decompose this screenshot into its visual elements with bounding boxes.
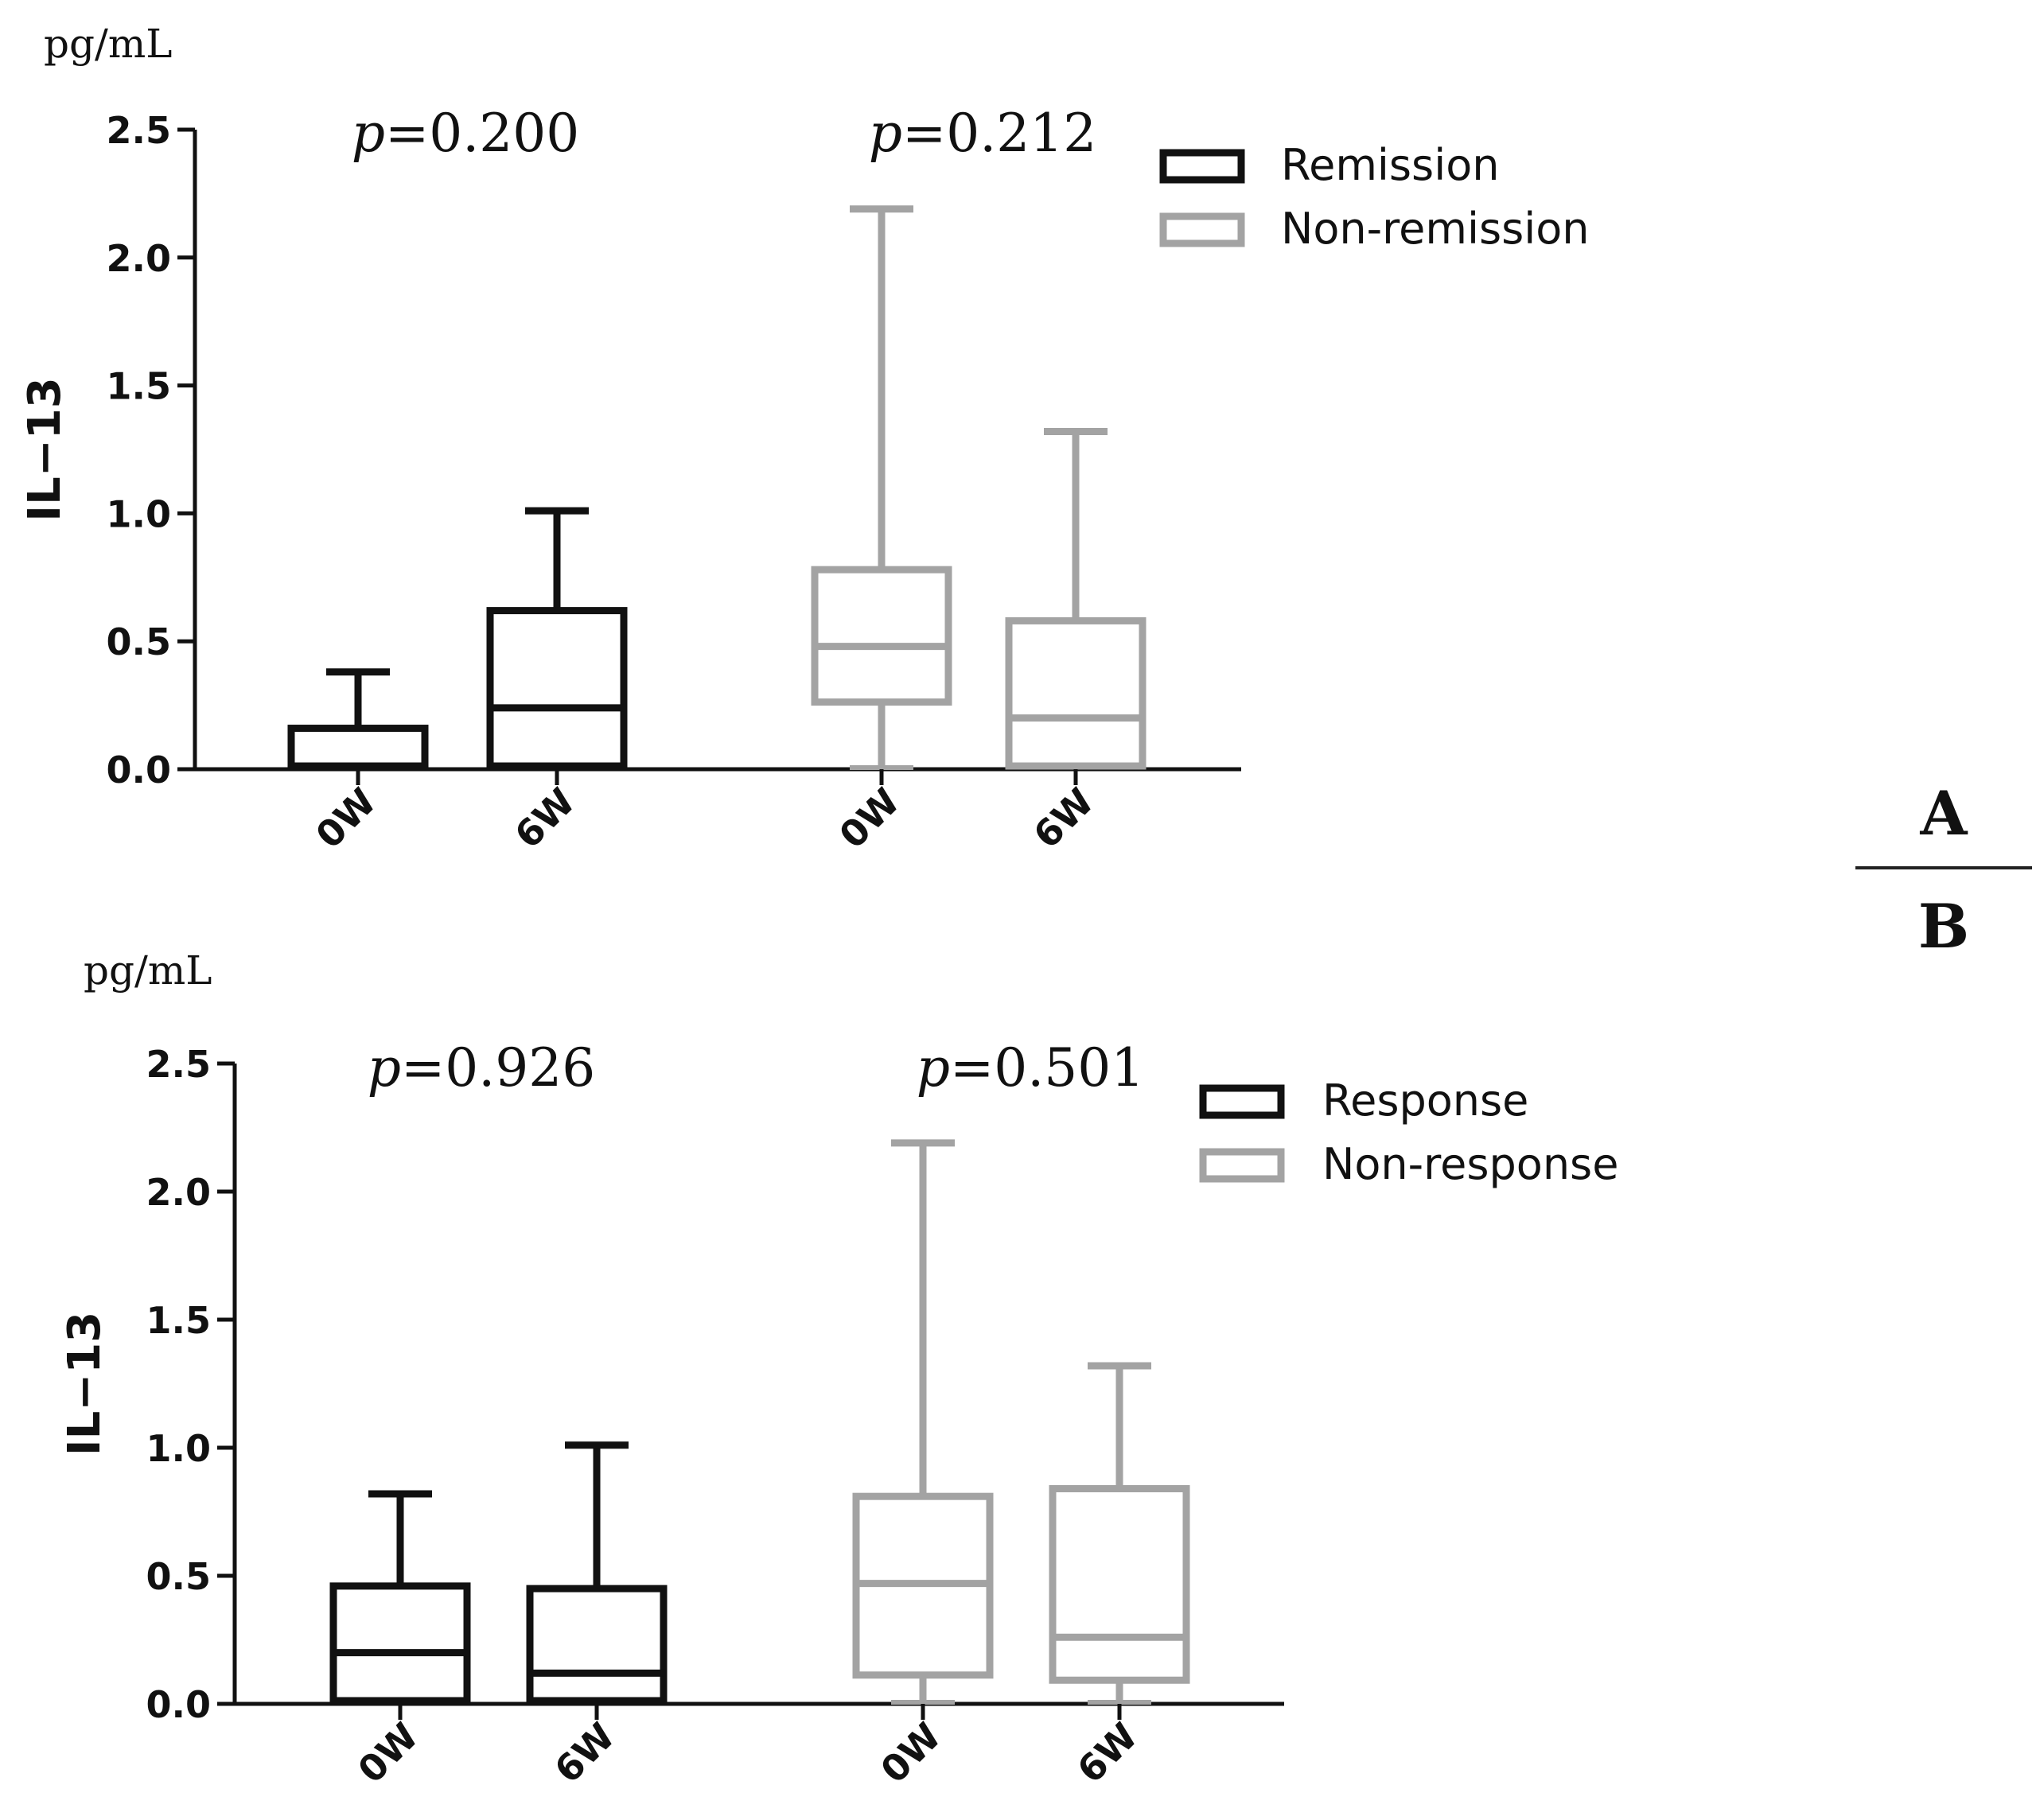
p-value-annotation: p=0.200 — [352, 103, 580, 164]
box-response-6w: 6W — [526, 1441, 668, 1791]
legend-swatch — [1159, 149, 1245, 184]
legend-label: Response — [1322, 1075, 1528, 1126]
box-non-remission-6w: 6W — [1005, 427, 1147, 857]
y-tick-label: 1.5 — [107, 365, 172, 408]
x-tick-label: 0W — [872, 1714, 949, 1791]
x-tick-label: 0W — [307, 780, 384, 857]
x-tick-label: 0W — [831, 780, 908, 857]
y-tick-label: 2.0 — [107, 237, 172, 280]
p-value-annotation: p=0.926 — [368, 1037, 596, 1099]
box-remission-6w: 6W — [486, 507, 628, 857]
panel-label-a: A — [1920, 778, 1968, 849]
legend-label: Remission — [1281, 140, 1499, 190]
box-rect — [811, 566, 952, 706]
unit-label: pg/mL — [84, 947, 212, 994]
p-value-annotation: p=0.501 — [917, 1037, 1145, 1099]
y-tick-label: 0.5 — [107, 620, 172, 663]
box-non-remission-0w: 0W — [811, 205, 952, 857]
box-non-response-6w: 6W — [1049, 1362, 1190, 1791]
y-tick-label: 1.5 — [146, 1299, 212, 1342]
y-axis-label: IL−13 — [59, 1312, 111, 1456]
y-tick-label: 2.5 — [146, 1043, 212, 1086]
y-tick-label: 0.5 — [146, 1555, 212, 1598]
x-tick-label: 0W — [349, 1714, 426, 1791]
y-axis-label: IL−13 — [19, 377, 71, 521]
y-tick-label: 1.0 — [146, 1427, 212, 1470]
legend-swatch — [1199, 1148, 1285, 1183]
box-rect — [329, 1582, 471, 1705]
chart-panel-a: pg/mL IL−13 0.0 0.5 1.0 1.5 2.0 2.5 0W 6W 0W 6W p=0.… — [19, 21, 1590, 857]
y-tick-label: 2.5 — [107, 109, 172, 152]
box-rect — [486, 607, 628, 770]
x-tick-label: 6W — [1025, 780, 1102, 857]
x-tick-label: 6W — [1069, 1714, 1146, 1791]
y-tick-label: 0.0 — [146, 1683, 212, 1726]
x-tick-label: 6W — [506, 780, 583, 857]
x-tick-label: 6W — [546, 1714, 623, 1791]
legend-swatch — [1159, 212, 1245, 247]
box-remission-0w: 0W — [287, 668, 429, 857]
y-tick-label: 2.0 — [146, 1171, 212, 1214]
p-value-annotation: p=0.212 — [869, 103, 1097, 164]
box-rect — [1049, 1485, 1190, 1684]
box-non-response-0w: 0W — [852, 1139, 994, 1791]
box-rect — [1005, 616, 1147, 770]
y-tick-label: 0.0 — [107, 749, 172, 791]
y-tick-label: 1.0 — [107, 492, 172, 535]
box-rect — [526, 1585, 668, 1705]
panel-label-b: B — [1917, 891, 1970, 962]
legend-swatch — [1199, 1084, 1285, 1119]
unit-label: pg/mL — [44, 21, 172, 67]
box-response-0w: 0W — [329, 1490, 471, 1791]
chart-panel-b: pg/mL IL−13 0.0 0.5 1.0 1.5 2.0 2.5 0W 6W 0W 6W p=0.… — [59, 947, 1618, 1791]
panel-divider — [1855, 866, 2032, 869]
legend-label: Non-remission — [1281, 204, 1590, 254]
box-rect — [287, 725, 429, 770]
legend-label: Non-response — [1322, 1139, 1618, 1189]
